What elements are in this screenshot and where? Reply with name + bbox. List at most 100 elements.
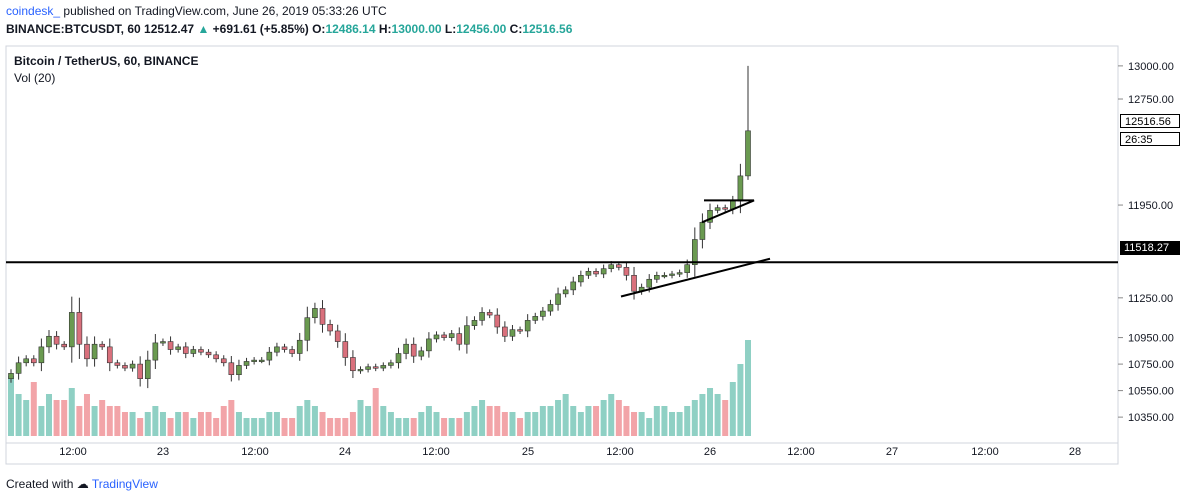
low-value: 12456.00	[456, 22, 507, 36]
candle-body	[646, 278, 653, 288]
volume-bar	[669, 412, 676, 436]
candle-body	[562, 289, 569, 295]
volume-bar	[243, 418, 250, 436]
candle-body	[722, 207, 729, 210]
volume-bar	[30, 382, 37, 436]
volume-bar	[387, 412, 394, 436]
candle-body	[631, 274, 637, 292]
candle-body	[471, 320, 478, 326]
volume-bar	[197, 412, 204, 436]
y-tick-label: 10550.00	[1128, 386, 1174, 398]
volume-bar	[365, 406, 372, 436]
x-tick-label: 12:00	[971, 446, 999, 458]
volume-bar	[175, 412, 182, 436]
tradingview-link[interactable]: TradingView	[91, 477, 158, 491]
volume-bar	[684, 406, 691, 436]
candle-body	[205, 351, 212, 356]
volume-bar	[486, 406, 493, 436]
volume-bar	[608, 394, 615, 436]
candle-body	[190, 349, 197, 354]
candle-body	[251, 359, 257, 362]
volume-bar	[167, 418, 174, 436]
candle-body	[213, 354, 219, 360]
volume-bar	[289, 418, 296, 436]
volume-bar	[729, 382, 736, 436]
candle-body	[152, 342, 159, 361]
ascending-trendline	[620, 257, 771, 298]
candle-body	[84, 343, 90, 360]
volume-bar	[448, 418, 455, 436]
candle-body	[365, 366, 371, 370]
candle-body	[654, 274, 660, 280]
volume-bar	[114, 406, 121, 436]
volume-bar	[395, 418, 402, 436]
volume-bar	[304, 400, 311, 436]
volume-bar	[220, 406, 227, 436]
author-link[interactable]: coindesk_	[6, 4, 61, 18]
triangle-pattern-line	[701, 199, 755, 224]
candle-body	[494, 314, 501, 328]
candle-body	[676, 272, 683, 275]
candle-body	[289, 349, 295, 354]
volume-bar	[547, 406, 554, 436]
last-price-tag: 12516.56	[1120, 114, 1180, 128]
y-tick-label: 11950.00	[1128, 200, 1173, 212]
candle-body	[274, 346, 280, 353]
candle-body	[53, 335, 60, 345]
volume-bar	[23, 400, 30, 436]
volume-bar	[296, 406, 303, 436]
candle-body	[76, 312, 83, 345]
ohlc-bar: BINANCE:BTCUSDT, 60 12512.47 ▲ +691.61 (…	[6, 22, 572, 36]
volume-bar	[433, 412, 440, 436]
volume-bar	[479, 400, 486, 436]
candle-body	[99, 343, 105, 348]
candle-body	[669, 273, 675, 276]
candle-body	[395, 353, 402, 364]
candle-body	[502, 326, 508, 337]
y-tick-label: 13000.00	[1128, 61, 1174, 73]
candle-body	[532, 316, 539, 321]
volume-bar	[61, 400, 68, 436]
candle-body	[433, 334, 440, 340]
candle-body	[15, 362, 22, 374]
volume-bar	[737, 364, 744, 436]
candle-body	[448, 333, 455, 338]
volume-bar	[144, 412, 151, 436]
candle-body	[745, 130, 751, 177]
volume-bar	[646, 418, 653, 436]
volume-bar	[91, 406, 98, 436]
candle-body	[129, 363, 136, 369]
volume-bar	[76, 406, 83, 436]
y-tick-label: 11250.00	[1128, 293, 1173, 305]
candle-body	[540, 310, 546, 317]
volume-bar	[661, 406, 668, 436]
candle-body	[114, 362, 121, 366]
volume-bar	[638, 412, 645, 436]
volume-bar	[327, 418, 334, 436]
candle-body	[486, 312, 493, 316]
candle-body	[182, 346, 189, 354]
open-label: O:	[312, 22, 326, 36]
volume-bar	[555, 400, 562, 436]
candle-body	[684, 264, 691, 273]
volume-bar	[8, 376, 14, 436]
y-tick-label: 10750.00	[1128, 359, 1174, 371]
volume-bar	[372, 388, 379, 436]
volume-bar	[615, 400, 622, 436]
volume-bar	[319, 412, 326, 436]
x-tick-label: 12:00	[59, 446, 87, 458]
candle-body	[220, 358, 227, 364]
volume-bar	[137, 418, 144, 436]
candle-body	[661, 274, 668, 278]
candle-body	[426, 338, 432, 352]
candle-body	[243, 361, 250, 366]
candle-body	[175, 346, 181, 350]
volume-bar	[418, 412, 425, 436]
high-label: H:	[378, 22, 392, 36]
candle-body	[524, 320, 531, 332]
volume-bar	[311, 406, 318, 436]
price-chart[interactable]: 13000.00 12750.00 11950.00 11250.00 10950.00…	[0, 44, 1188, 468]
x-tick-label: 26	[704, 446, 716, 458]
tradingview-logo-icon: ☁	[76, 477, 89, 491]
candle-body	[350, 357, 356, 372]
